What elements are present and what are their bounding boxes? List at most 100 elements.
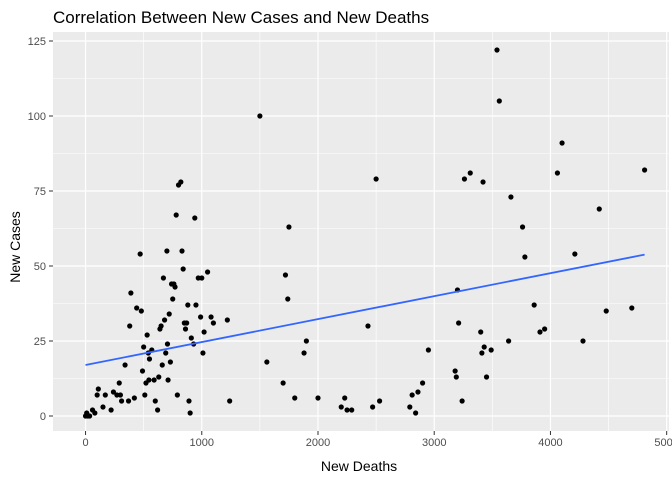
data-point xyxy=(210,320,216,326)
data-point xyxy=(163,350,169,356)
major-gridlines xyxy=(53,32,669,431)
data-point xyxy=(87,413,93,419)
data-point xyxy=(137,251,143,257)
x-tick-label: 4000 xyxy=(538,437,562,449)
data-point xyxy=(478,329,484,335)
data-point xyxy=(537,329,543,335)
data-point xyxy=(139,368,146,374)
data-point xyxy=(186,398,192,404)
data-point xyxy=(204,269,211,275)
chart-title: Correlation Between New Cases and New De… xyxy=(53,8,429,27)
data-point xyxy=(161,317,168,323)
data-point xyxy=(292,395,298,401)
data-point xyxy=(198,314,204,320)
data-point xyxy=(481,344,487,350)
data-point xyxy=(452,368,458,374)
data-point xyxy=(522,254,528,260)
data-point xyxy=(116,380,122,386)
y-axis-title: New Cases xyxy=(7,211,23,283)
data-point xyxy=(155,407,161,413)
data-point xyxy=(285,296,291,302)
data-point xyxy=(531,302,537,308)
data-point xyxy=(134,305,140,311)
data-point xyxy=(118,398,125,404)
data-point xyxy=(488,347,494,353)
y-tick-label: 0 xyxy=(40,411,46,423)
data-point xyxy=(173,212,179,218)
trend-line xyxy=(85,253,645,366)
data-point xyxy=(407,404,413,410)
data-point xyxy=(200,350,206,356)
data-point xyxy=(483,374,490,380)
data-point xyxy=(467,170,473,176)
data-point xyxy=(138,308,144,314)
x-tick-label: 0 xyxy=(82,437,88,449)
data-point xyxy=(227,398,233,404)
data-point xyxy=(373,176,379,182)
x-tick-label: 3000 xyxy=(422,437,446,449)
x-tick-label: 1000 xyxy=(190,437,214,449)
data-point xyxy=(199,275,205,281)
data-point xyxy=(165,377,171,383)
data-point xyxy=(554,170,561,176)
y-tick-label: 50 xyxy=(34,261,46,273)
data-point xyxy=(456,320,462,326)
data-point xyxy=(572,251,578,257)
data-point xyxy=(185,302,191,308)
data-point xyxy=(420,380,426,386)
data-point xyxy=(596,206,602,212)
data-point xyxy=(286,224,292,230)
data-point xyxy=(413,410,419,416)
data-point xyxy=(282,272,289,278)
data-point xyxy=(365,323,371,329)
data-point xyxy=(425,347,432,353)
data-point xyxy=(159,362,165,368)
data-point xyxy=(629,305,635,311)
data-point xyxy=(603,308,609,314)
data-point xyxy=(128,290,134,296)
data-point xyxy=(496,98,502,104)
data-point xyxy=(100,404,106,410)
data-point xyxy=(349,407,355,413)
data-point xyxy=(160,275,167,281)
data-point xyxy=(174,392,180,398)
data-point xyxy=(110,389,117,395)
data-point xyxy=(158,323,164,329)
data-point xyxy=(151,377,157,383)
data-point xyxy=(141,344,147,350)
data-point xyxy=(187,410,193,416)
y-tick-label: 100 xyxy=(28,111,46,123)
data-point xyxy=(184,320,190,326)
data-point xyxy=(459,398,465,404)
data-point xyxy=(182,326,189,332)
data-point xyxy=(370,404,376,410)
data-point xyxy=(102,392,108,398)
data-point xyxy=(192,215,198,221)
data-point xyxy=(142,392,148,398)
y-axis-ticks: 0 25 50 75 100 125 xyxy=(28,36,53,423)
data-point xyxy=(257,113,263,119)
data-point xyxy=(224,317,230,323)
data-point xyxy=(127,323,133,329)
data-point xyxy=(506,338,512,344)
data-point xyxy=(519,224,526,230)
data-point xyxy=(166,311,172,317)
data-point xyxy=(264,359,270,365)
data-point xyxy=(131,395,137,401)
data-point xyxy=(303,338,309,344)
data-point xyxy=(92,410,98,416)
data-point xyxy=(164,341,171,347)
data-point xyxy=(178,179,184,185)
x-tick-label: 2000 xyxy=(306,437,330,449)
data-point xyxy=(95,386,101,392)
x-axis-title: New Deaths xyxy=(321,458,397,474)
data-point xyxy=(344,407,350,413)
data-point xyxy=(117,392,124,398)
data-point xyxy=(409,392,415,398)
data-point xyxy=(144,332,150,338)
y-tick-label: 125 xyxy=(28,36,46,48)
y-tick-label: 25 xyxy=(34,336,46,348)
data-point xyxy=(342,395,348,401)
